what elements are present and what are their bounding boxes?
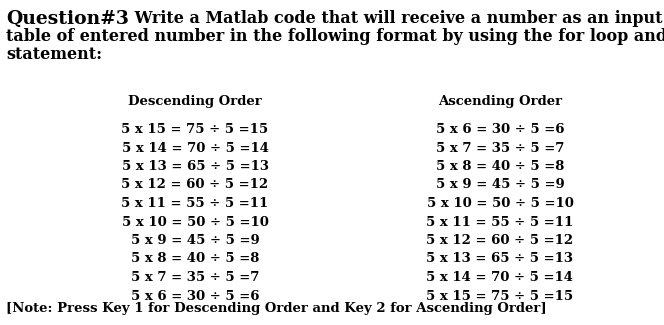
Text: Descending Order: Descending Order xyxy=(128,95,262,108)
Text: 5 x 8 = 40 ÷ 5 =8: 5 x 8 = 40 ÷ 5 =8 xyxy=(131,253,259,266)
Text: table of entered number in the following format by using the for loop and select: table of entered number in the following… xyxy=(6,28,664,45)
Text: 5 x 15 = 75 ÷ 5 =15: 5 x 15 = 75 ÷ 5 =15 xyxy=(122,123,268,136)
Text: Write a Matlab code that will receive a number as an input and create the: Write a Matlab code that will receive a … xyxy=(129,10,664,27)
Text: 5 x 6 = 30 ÷ 5 =6: 5 x 6 = 30 ÷ 5 =6 xyxy=(436,123,564,136)
Text: 5 x 10 = 50 ÷ 5 =10: 5 x 10 = 50 ÷ 5 =10 xyxy=(426,197,574,210)
Text: 5 x 13 = 65 ÷ 5 =13: 5 x 13 = 65 ÷ 5 =13 xyxy=(426,253,574,266)
Text: 5 x 13 = 65 ÷ 5 =13: 5 x 13 = 65 ÷ 5 =13 xyxy=(122,160,268,173)
Text: 5 x 7 = 35 ÷ 5 =7: 5 x 7 = 35 ÷ 5 =7 xyxy=(131,271,259,284)
Text: 5 x 11 = 55 ÷ 5 =11: 5 x 11 = 55 ÷ 5 =11 xyxy=(426,215,574,228)
Text: statement:: statement: xyxy=(6,46,102,63)
Text: [Note: Press Key 1 for Descending Order and Key 2 for Ascending Order]: [Note: Press Key 1 for Descending Order … xyxy=(6,302,546,315)
Text: Ascending Order: Ascending Order xyxy=(438,95,562,108)
Text: 5 x 7 = 35 ÷ 5 =7: 5 x 7 = 35 ÷ 5 =7 xyxy=(436,141,564,154)
Text: 5 x 12 = 60 ÷ 5 =12: 5 x 12 = 60 ÷ 5 =12 xyxy=(122,178,268,191)
Text: 5 x 8 = 40 ÷ 5 =8: 5 x 8 = 40 ÷ 5 =8 xyxy=(436,160,564,173)
Text: 5 x 15 = 75 ÷ 5 =15: 5 x 15 = 75 ÷ 5 =15 xyxy=(426,290,574,303)
Text: 5 x 9 = 45 ÷ 5 =9: 5 x 9 = 45 ÷ 5 =9 xyxy=(131,234,260,247)
Text: 5 x 9 = 45 ÷ 5 =9: 5 x 9 = 45 ÷ 5 =9 xyxy=(436,178,564,191)
Text: 5 x 12 = 60 ÷ 5 =12: 5 x 12 = 60 ÷ 5 =12 xyxy=(426,234,574,247)
Text: 5 x 14 = 70 ÷ 5 =14: 5 x 14 = 70 ÷ 5 =14 xyxy=(122,141,268,154)
Text: 5 x 10 = 50 ÷ 5 =10: 5 x 10 = 50 ÷ 5 =10 xyxy=(122,215,268,228)
Text: 5 x 11 = 55 ÷ 5 =11: 5 x 11 = 55 ÷ 5 =11 xyxy=(122,197,269,210)
Text: 5 x 6 = 30 ÷ 5 =6: 5 x 6 = 30 ÷ 5 =6 xyxy=(131,290,259,303)
Text: 5 x 14 = 70 ÷ 5 =14: 5 x 14 = 70 ÷ 5 =14 xyxy=(426,271,574,284)
Text: Question#3: Question#3 xyxy=(6,10,129,28)
